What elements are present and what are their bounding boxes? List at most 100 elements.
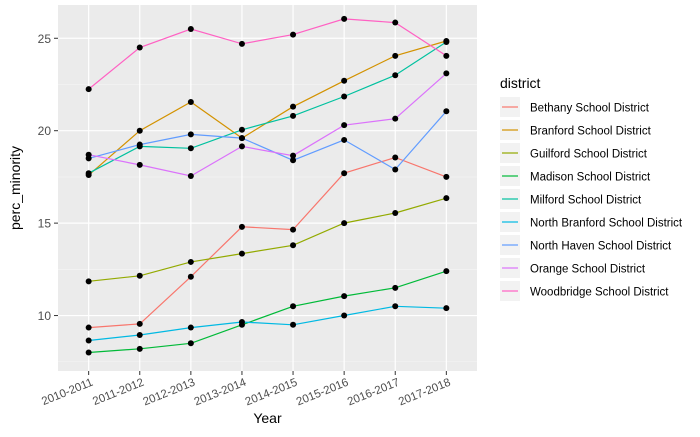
data-point <box>443 305 450 312</box>
data-point <box>136 141 143 148</box>
data-point <box>341 220 348 227</box>
data-point <box>187 131 194 138</box>
data-point <box>392 19 399 26</box>
data-point <box>443 38 450 45</box>
legend-label: Madison School District <box>530 172 651 184</box>
data-point <box>341 170 348 177</box>
legend-label: Branford School District <box>530 126 652 138</box>
plot-panel <box>58 5 477 371</box>
data-point <box>187 26 194 33</box>
legend-label: Woodbridge School District <box>530 287 669 299</box>
y-axis-title: perc_minority <box>7 146 23 230</box>
data-point <box>136 320 143 327</box>
legend-label: Guilford School District <box>530 149 648 161</box>
data-point <box>187 340 194 347</box>
data-point <box>85 337 92 344</box>
series-line <box>88 270 447 354</box>
data-point <box>443 52 450 59</box>
data-point <box>85 324 92 331</box>
series-line <box>88 18 447 90</box>
data-point <box>392 154 399 161</box>
legend-label: Orange School District <box>530 264 646 276</box>
data-point <box>187 99 194 106</box>
data-point <box>341 293 348 300</box>
data-point <box>341 15 348 22</box>
data-point <box>443 268 450 275</box>
y-tick-label: 25 <box>38 32 52 46</box>
data-point <box>136 161 143 168</box>
legend: district Bethany School District Branford… <box>500 75 683 301</box>
y-tick-label: 20 <box>38 124 52 138</box>
data-point <box>290 242 297 249</box>
data-point <box>238 250 245 257</box>
data-point <box>187 324 194 331</box>
data-point <box>85 349 92 356</box>
legend-item: North Branford School District <box>500 212 683 232</box>
legend-item: Orange School District <box>500 258 646 278</box>
data-point <box>136 345 143 352</box>
data-point <box>290 152 297 159</box>
data-point <box>443 195 450 202</box>
data-point <box>238 319 245 326</box>
data-point <box>136 272 143 279</box>
data-point <box>341 136 348 143</box>
legend-items: Bethany School District Branford School D… <box>500 97 683 301</box>
legend-title: district <box>500 75 541 91</box>
legend-item: Milford School District <box>500 189 642 209</box>
legend-label: Bethany School District <box>530 103 650 115</box>
data-point <box>290 226 297 233</box>
x-axis-title: Year <box>253 410 282 426</box>
data-point <box>290 321 297 328</box>
data-point <box>187 145 194 152</box>
data-point <box>85 278 92 285</box>
data-point <box>238 143 245 150</box>
legend-item: Guilford School District <box>500 143 648 163</box>
data-point <box>290 31 297 38</box>
data-point <box>392 115 399 122</box>
legend-label: Milford School District <box>530 195 642 207</box>
data-point <box>85 170 92 177</box>
legend-item: Branford School District <box>500 120 652 140</box>
legend-label: North Branford School District <box>530 218 683 230</box>
data-point <box>290 157 297 164</box>
data-point <box>238 40 245 47</box>
data-point <box>136 44 143 51</box>
data-point <box>443 173 450 180</box>
data-point <box>392 52 399 59</box>
series-layer <box>85 15 450 356</box>
data-point <box>392 284 399 291</box>
legend-label: North Haven School District <box>530 241 672 253</box>
data-point <box>443 70 450 77</box>
data-point <box>187 172 194 179</box>
series-line <box>88 41 447 174</box>
data-point <box>187 273 194 280</box>
series-line <box>88 110 447 171</box>
data-point <box>85 86 92 93</box>
data-point <box>392 303 399 310</box>
data-point <box>341 312 348 319</box>
legend-item: Bethany School District <box>500 97 650 117</box>
data-point <box>85 151 92 158</box>
series-line <box>88 305 447 342</box>
data-point <box>341 77 348 84</box>
data-point <box>290 112 297 119</box>
series-line <box>88 197 447 282</box>
y-axis: 10 15 20 25 <box>38 32 58 323</box>
data-point <box>341 122 348 129</box>
data-point <box>392 72 399 79</box>
data-point <box>238 223 245 230</box>
data-point <box>443 108 450 115</box>
data-point <box>238 126 245 133</box>
data-point <box>290 303 297 310</box>
series-line <box>88 156 447 329</box>
data-point <box>341 93 348 100</box>
y-tick-label: 15 <box>38 217 52 231</box>
series-line <box>88 72 447 177</box>
data-point <box>136 331 143 338</box>
legend-item: Madison School District <box>500 166 651 186</box>
data-point <box>392 166 399 173</box>
minor-gridlines <box>58 84 477 363</box>
data-point <box>187 258 194 265</box>
